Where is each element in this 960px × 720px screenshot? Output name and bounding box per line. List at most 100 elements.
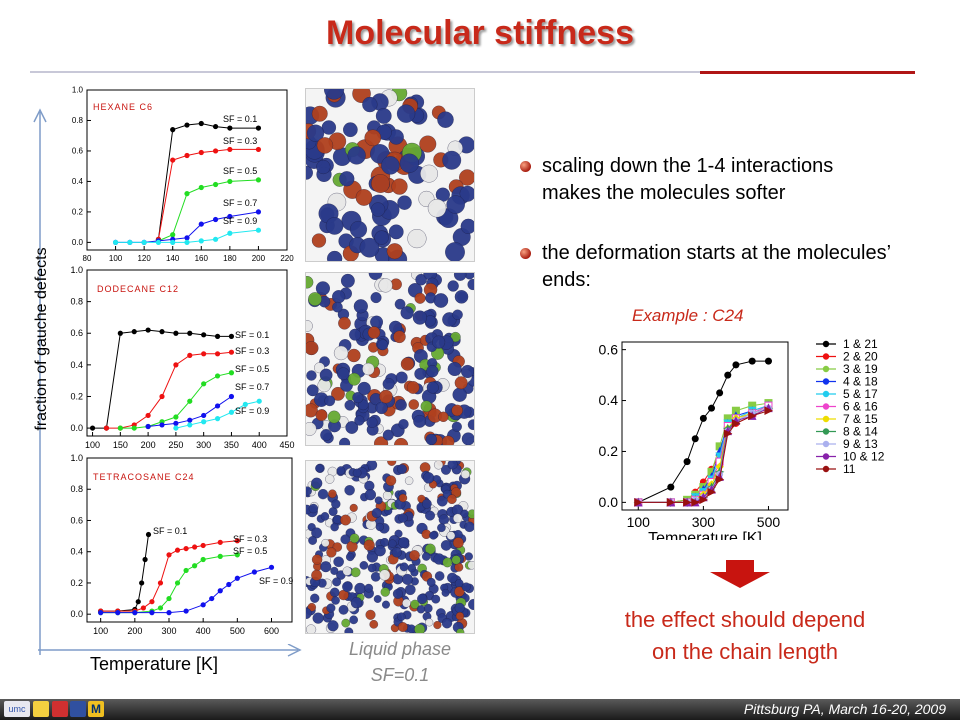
data-point — [159, 422, 165, 428]
atom-sphere — [461, 364, 474, 378]
data-point — [234, 552, 240, 558]
atom-sphere — [393, 330, 406, 344]
atom-sphere — [433, 461, 444, 470]
data-point — [198, 184, 204, 191]
data-point — [157, 605, 164, 611]
atom-sphere — [461, 582, 471, 592]
atom-sphere — [362, 96, 378, 113]
atom-sphere — [347, 372, 361, 386]
atom-sphere — [306, 276, 314, 289]
y-tick-label: 0.8 — [72, 116, 84, 125]
atom-sphere — [425, 433, 437, 445]
atom-sphere — [415, 273, 427, 286]
data-point — [140, 605, 146, 611]
data-point — [217, 539, 223, 545]
atom-sphere — [347, 348, 361, 363]
atom-sphere — [349, 220, 368, 239]
atom-sphere — [417, 593, 428, 605]
atom-sphere — [339, 171, 355, 187]
atom-sphere — [359, 237, 380, 258]
atom-sphere — [315, 409, 328, 422]
data-point — [166, 595, 172, 602]
atom-sphere — [432, 335, 446, 349]
atom-sphere — [338, 604, 349, 615]
atom-sphere — [454, 602, 465, 614]
data-point — [149, 599, 155, 605]
data-point — [112, 239, 119, 245]
data-point — [251, 569, 258, 575]
data-point — [214, 351, 221, 357]
atom-sphere — [331, 596, 340, 605]
atom-sphere — [375, 401, 388, 415]
data-point — [748, 357, 756, 365]
atom-sphere — [326, 250, 343, 261]
y-tick-label: 0.2 — [599, 443, 619, 459]
y-tick-label: 0.2 — [70, 391, 83, 401]
atom-sphere — [310, 593, 320, 603]
data-point — [174, 547, 181, 553]
bullet-1: scaling down the 1-4 interactions makes … — [520, 153, 940, 207]
atom-sphere — [344, 399, 356, 411]
atom-sphere — [413, 414, 427, 428]
atom-sphere — [380, 587, 390, 597]
data-point — [184, 235, 190, 241]
atom-sphere — [366, 416, 378, 428]
x-tick-label: 100 — [109, 254, 123, 263]
atom-sphere — [409, 550, 420, 561]
atom-sphere — [370, 202, 386, 217]
data-point — [187, 330, 193, 336]
atom-sphere — [370, 571, 381, 582]
legend-label: 6 & 16 — [843, 400, 878, 414]
data-point — [255, 146, 262, 153]
atom-sphere — [447, 361, 462, 376]
atom-sphere — [357, 381, 371, 396]
atom-sphere — [342, 581, 353, 592]
legend-label: 7 & 15 — [843, 412, 878, 426]
tetracosane-snapshot-image — [305, 460, 475, 634]
atom-sphere — [441, 464, 451, 475]
data-point — [731, 419, 741, 428]
x-tick-label: 150 — [113, 440, 128, 450]
data-point — [170, 157, 176, 163]
atom-sphere — [375, 522, 384, 532]
atom-sphere — [377, 339, 389, 351]
atom-sphere — [468, 598, 474, 610]
atom-sphere — [331, 386, 345, 401]
data-point — [200, 602, 206, 608]
atom-sphere — [414, 292, 426, 304]
atom-sphere — [427, 199, 447, 218]
data-point — [212, 123, 219, 130]
legend-marker — [822, 428, 830, 435]
atom-sphere — [308, 503, 319, 514]
atom-sphere — [374, 230, 389, 245]
atom-sphere — [311, 105, 328, 122]
atom-sphere — [467, 509, 474, 519]
atom-sphere — [397, 622, 408, 632]
atom-sphere — [321, 538, 330, 547]
atom-sphere — [306, 341, 319, 356]
atom-sphere — [388, 224, 404, 240]
data-point — [699, 414, 707, 422]
data-point — [198, 221, 204, 227]
atom-sphere — [355, 189, 373, 206]
atom-sphere — [398, 419, 409, 430]
atom-sphere — [414, 367, 427, 380]
y-tick-label: 0.4 — [72, 177, 84, 186]
y-tick-label: 0.6 — [70, 328, 83, 338]
atom-sphere — [315, 281, 330, 296]
data-point — [173, 420, 179, 426]
atom-sphere — [330, 566, 339, 575]
atom-sphere — [382, 377, 395, 390]
data-point — [256, 398, 262, 404]
atom-sphere — [467, 419, 474, 431]
atom-sphere — [414, 623, 426, 633]
legend-label: 2 & 20 — [843, 350, 878, 364]
y-tick-label: 0.8 — [70, 297, 83, 307]
legend-marker — [822, 440, 830, 448]
y-tick-label: 0.6 — [72, 147, 84, 156]
data-point — [212, 181, 219, 188]
atom-sphere — [388, 539, 397, 548]
x-tick-label: 100 — [85, 440, 100, 450]
data-point — [234, 575, 240, 581]
y-tick-label: 0.6 — [70, 515, 83, 525]
